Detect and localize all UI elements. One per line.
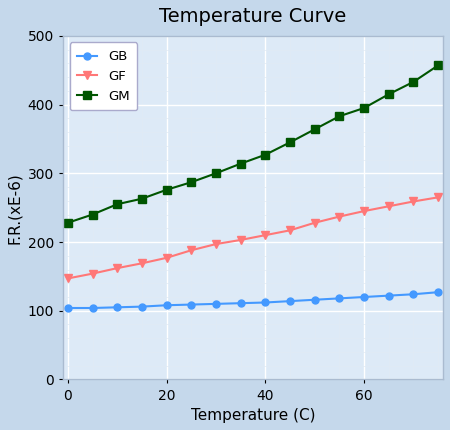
- GM: [312, 127, 317, 132]
- X-axis label: Temperature (C): Temperature (C): [191, 408, 315, 423]
- GM: [386, 92, 391, 97]
- GF: [411, 199, 416, 204]
- GF: [164, 255, 169, 261]
- GB: [65, 305, 71, 310]
- GB: [312, 297, 317, 302]
- GB: [90, 305, 95, 310]
- GM: [287, 140, 292, 145]
- Line: GM: GM: [63, 61, 442, 227]
- Line: GF: GF: [63, 193, 442, 283]
- GB: [164, 303, 169, 308]
- GM: [189, 180, 194, 185]
- GM: [164, 187, 169, 192]
- GM: [90, 212, 95, 217]
- GB: [386, 293, 391, 298]
- GF: [312, 220, 317, 225]
- GB: [411, 292, 416, 297]
- GM: [238, 161, 243, 166]
- GF: [213, 242, 219, 247]
- GB: [213, 301, 219, 307]
- GB: [263, 300, 268, 305]
- Legend: GB, GF, GM: GB, GF, GM: [69, 43, 137, 111]
- GM: [139, 196, 144, 201]
- GF: [361, 209, 367, 214]
- GM: [114, 202, 120, 207]
- GM: [213, 171, 219, 176]
- Y-axis label: F.R.(xE-6): F.R.(xE-6): [7, 172, 22, 243]
- GF: [114, 266, 120, 271]
- GF: [337, 214, 342, 219]
- Line: GB: GB: [64, 289, 441, 311]
- GB: [114, 305, 120, 310]
- GF: [139, 261, 144, 266]
- GF: [65, 276, 71, 281]
- GF: [436, 195, 441, 200]
- GM: [65, 220, 71, 225]
- GF: [263, 233, 268, 238]
- GF: [189, 248, 194, 253]
- GF: [90, 271, 95, 276]
- GB: [436, 290, 441, 295]
- GF: [287, 228, 292, 233]
- GM: [337, 114, 342, 119]
- GM: [361, 105, 367, 111]
- GM: [263, 152, 268, 157]
- GF: [386, 204, 391, 209]
- GB: [189, 302, 194, 307]
- GB: [139, 304, 144, 309]
- GB: [287, 298, 292, 304]
- GB: [238, 301, 243, 306]
- GM: [411, 79, 416, 84]
- GB: [337, 296, 342, 301]
- GM: [436, 63, 441, 68]
- GF: [238, 237, 243, 243]
- Title: Temperature Curve: Temperature Curve: [159, 7, 346, 26]
- GB: [361, 295, 367, 300]
